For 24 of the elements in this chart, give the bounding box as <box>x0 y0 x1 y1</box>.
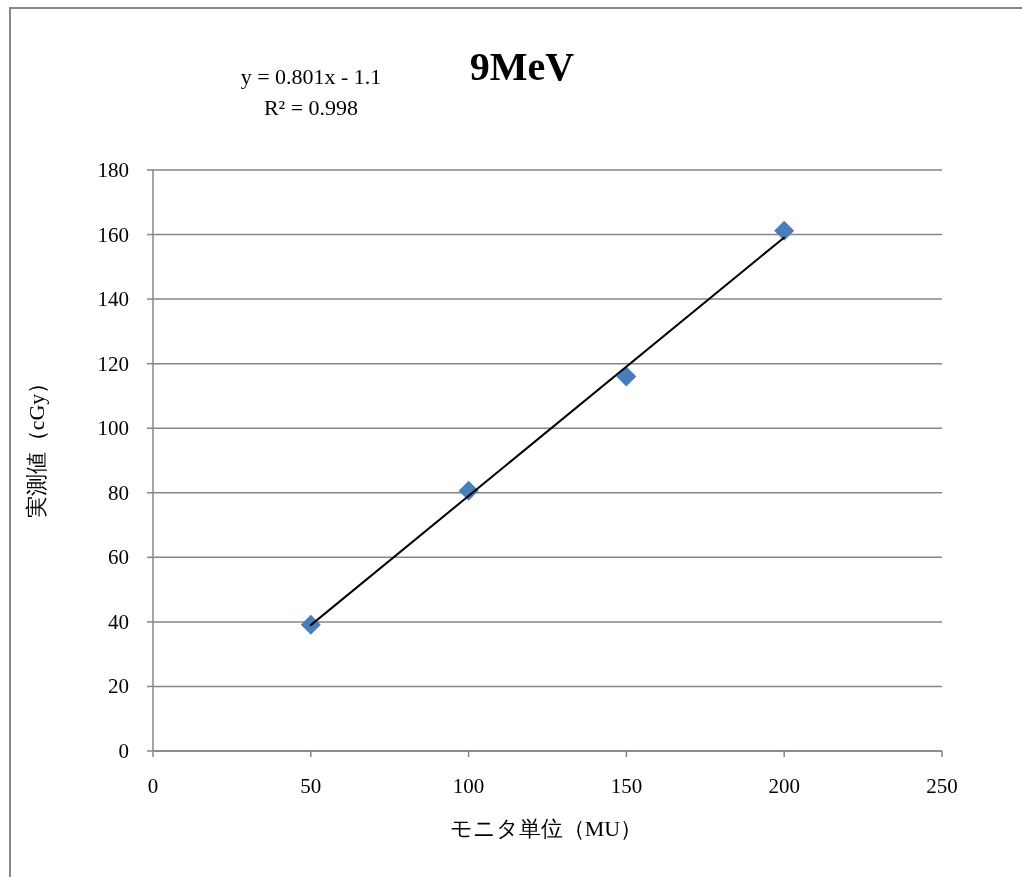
x-tick-label: 200 <box>768 774 800 798</box>
y-tick-label: 120 <box>97 351 129 376</box>
point <box>616 366 637 387</box>
y-tick-label: 0 <box>118 739 129 763</box>
x-tick-label: 250 <box>926 774 958 798</box>
x-tick-label: 100 <box>452 774 485 798</box>
y-tick-label: 140 <box>97 287 129 312</box>
y-tick-label: 100 <box>97 416 129 441</box>
y-tick-label: 60 <box>108 545 129 570</box>
text: y = 0.801x - 1.1 <box>240 64 382 89</box>
x-axis-title: モニタ単位（MU） <box>449 816 643 841</box>
x-tick-label: 150 <box>610 774 643 798</box>
x-tick-label: 50 <box>300 774 322 798</box>
y-axis-title: 実測値（cGy） <box>24 371 49 519</box>
y-tick-label: 180 <box>97 158 129 182</box>
point <box>300 614 321 635</box>
y-tick-label: 80 <box>108 480 129 505</box>
y-tick-label: 160 <box>97 222 129 247</box>
point <box>774 220 795 241</box>
y-tick-label: 40 <box>108 609 129 634</box>
x-tick-label: 0 <box>147 774 159 798</box>
y-tick-label: 20 <box>108 674 129 699</box>
text: R² = 0.998 <box>263 95 359 120</box>
chart-title: 9MeV <box>469 44 575 89</box>
